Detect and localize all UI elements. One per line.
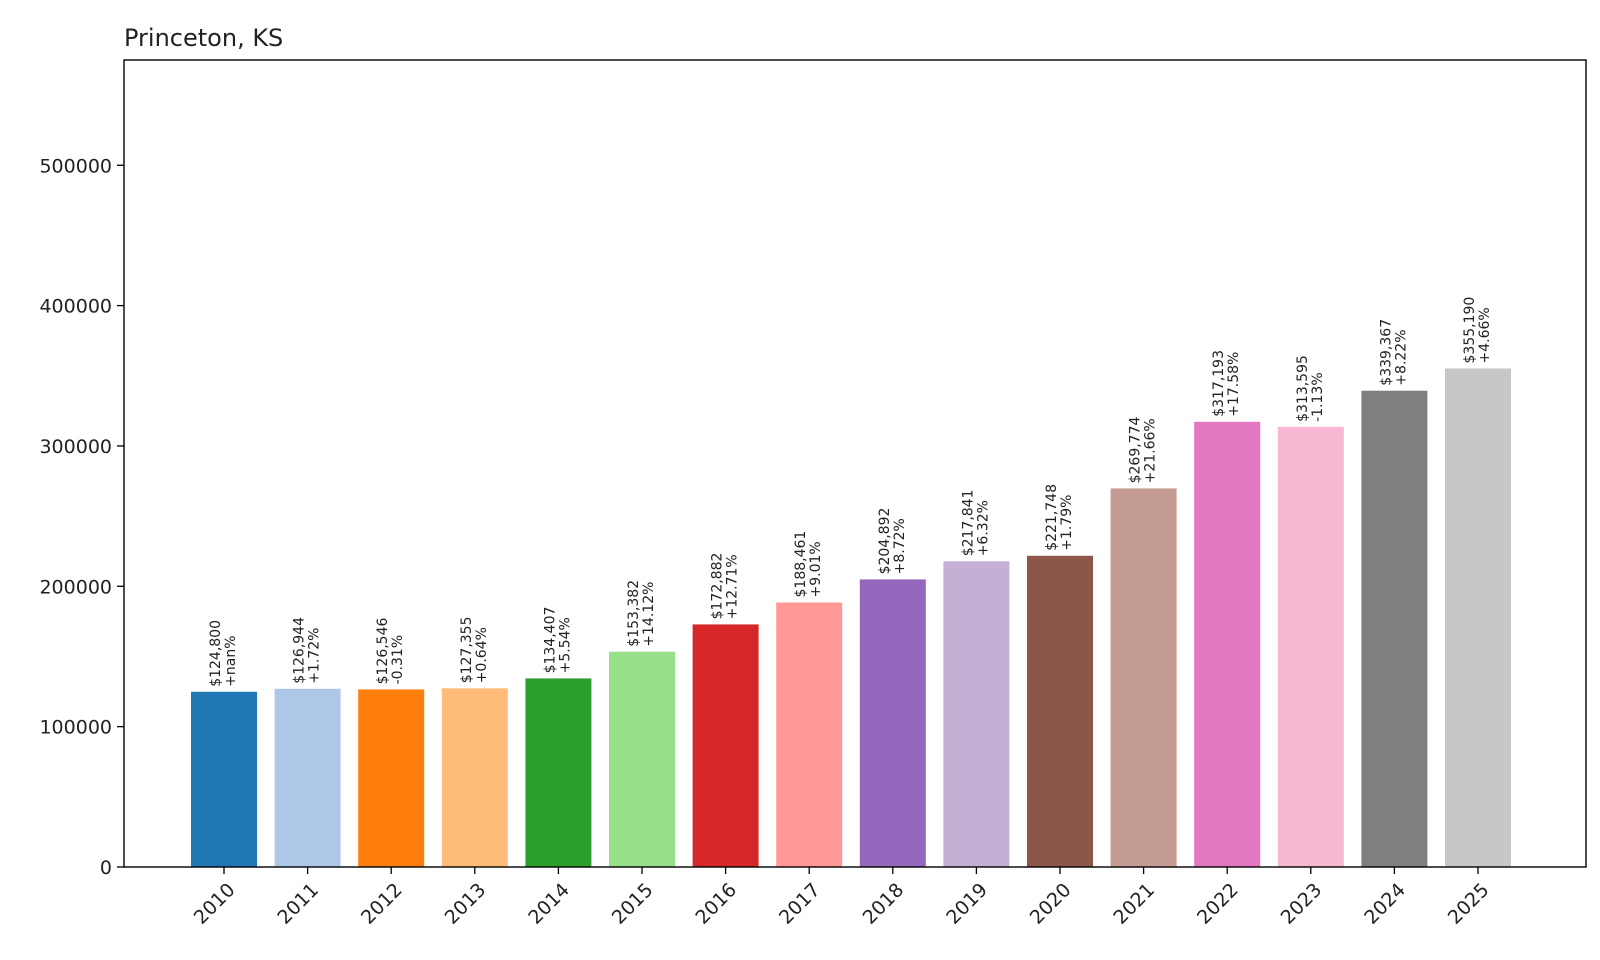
bar-value-label: $204,892+8.72%	[877, 508, 908, 575]
y-tick-label: 300000	[39, 436, 112, 458]
bar-change-label: +17.58%	[1226, 352, 1242, 417]
bar-2010	[191, 691, 257, 867]
bar-value-label: $127,355+0.64%	[459, 616, 490, 683]
bar-2014	[525, 678, 592, 867]
x-tick-label: 2015	[608, 879, 658, 929]
bar-value-label: $317,193+17.58%	[1211, 350, 1242, 417]
bar-change-label: +1.79%	[1059, 495, 1075, 551]
plot-frame	[123, 59, 1587, 868]
bar-value-label: $221,748+1.79%	[1044, 484, 1075, 551]
x-tick-label: 2016	[691, 879, 741, 929]
bar-price-label: $134,407	[542, 607, 558, 674]
bar-price-label: $127,355	[459, 616, 475, 683]
bar-change-label: +8.22%	[1393, 329, 1409, 385]
bar-price-label: $126,546	[375, 618, 391, 685]
bar-2016	[692, 624, 759, 867]
bar-value-label: $217,841+6.32%	[960, 489, 991, 556]
bar-change-label: +8.72%	[892, 518, 908, 574]
y-tick-label: 200000	[39, 576, 112, 598]
bar-price-label: $124,800	[208, 620, 224, 687]
bar-change-label: -0.31%	[390, 635, 406, 685]
x-tick-label: 2014	[524, 879, 574, 929]
bar-2011	[274, 688, 341, 867]
bar-2025	[1445, 368, 1511, 867]
x-tick-label: 2013	[441, 879, 491, 929]
bar-price-label: $221,748	[1044, 484, 1060, 551]
bar-change-label: +12.71%	[725, 554, 741, 619]
bar-2024	[1361, 390, 1428, 867]
bar-value-label: $153,382+14.12%	[626, 580, 657, 647]
x-tick-label: 2025	[1444, 879, 1494, 929]
bar-value-label: $126,546-0.31%	[375, 618, 406, 685]
bar-change-label: +14.12%	[641, 582, 657, 647]
bar-value-label: $172,882+12.71%	[710, 553, 741, 620]
bar-change-label: +1.72%	[307, 628, 323, 684]
bar-change-label: +21.66%	[1143, 418, 1159, 483]
bar-change-label: +9.01%	[808, 541, 824, 597]
y-tick-label: 500000	[39, 155, 112, 177]
bar-change-label: +0.64%	[474, 627, 490, 683]
bar-change-label: -1.13%	[1310, 372, 1326, 422]
bar-price-label: $217,841	[960, 489, 976, 556]
bar-price-label: $317,193	[1211, 350, 1227, 417]
x-tick-label: 2024	[1360, 879, 1410, 929]
bar-value-label: $188,461+9.01%	[793, 531, 824, 598]
bar-2023	[1277, 426, 1344, 867]
bar-price-label: $126,944	[292, 617, 308, 684]
x-tick-label: 2010	[190, 879, 240, 929]
x-tick-label: 2022	[1193, 879, 1243, 929]
bar-value-label: $313,595-1.13%	[1295, 355, 1326, 422]
bar-change-label: +5.54%	[557, 617, 573, 673]
bar-2015	[609, 651, 675, 867]
y-tick-label: 0	[100, 857, 112, 879]
x-tick-label: 2012	[357, 879, 407, 929]
bar-2022	[1194, 421, 1261, 867]
y-tick-label: 100000	[39, 717, 112, 739]
bar-2021	[1110, 488, 1177, 867]
chart-title: Princeton, KS	[124, 24, 283, 52]
bar-price-label: $355,190	[1462, 297, 1478, 364]
bar-2019	[943, 561, 1010, 867]
bar-2017	[776, 602, 843, 867]
bar-price-label: $339,367	[1378, 319, 1394, 386]
bar-2012	[358, 689, 425, 867]
x-tick-label: 2020	[1026, 879, 1076, 929]
bar-value-label: $355,190+4.66%	[1462, 297, 1493, 364]
bar-value-label: $126,944+1.72%	[292, 617, 323, 684]
y-tick-label: 400000	[39, 296, 112, 318]
bar-value-label: $124,800+nan%	[208, 620, 239, 687]
bar-2018	[859, 579, 926, 867]
bar-2013	[441, 688, 508, 867]
x-tick-label: 2017	[775, 879, 825, 929]
x-tick-label: 2021	[1109, 879, 1159, 929]
x-tick-label: 2011	[273, 879, 323, 929]
bars-group: $124,800+nan% $126,944+1.72% $126,546-0.31…	[191, 297, 1511, 867]
x-tick-label: 2023	[1277, 879, 1327, 929]
bar-price-label: $172,882	[710, 553, 726, 620]
bar-change-label: +nan%	[223, 635, 239, 686]
bar-value-label: $339,367+8.22%	[1378, 319, 1409, 386]
bar-price-label: $313,595	[1295, 355, 1311, 422]
bar-price-label: $188,461	[793, 531, 809, 598]
bar-value-label: $134,407+5.54%	[542, 607, 573, 674]
x-axis: 2010 2011 2012 2013 2014 2015 2016 2017 2018 2019…	[190, 867, 1494, 929]
bar-2020	[1027, 555, 1093, 867]
bar-change-label: +6.32%	[975, 500, 991, 556]
bar-value-label: $269,774+21.66%	[1128, 417, 1159, 484]
bar-price-label: $204,892	[877, 508, 893, 575]
bar-price-label: $153,382	[626, 580, 642, 647]
bar-price-label: $269,774	[1128, 417, 1144, 484]
bar-change-label: +4.66%	[1477, 307, 1493, 363]
y-axis: 0 100000 200000 300000 400000 500000	[39, 155, 124, 879]
x-tick-label: 2018	[859, 879, 909, 929]
x-tick-label: 2019	[942, 879, 992, 929]
